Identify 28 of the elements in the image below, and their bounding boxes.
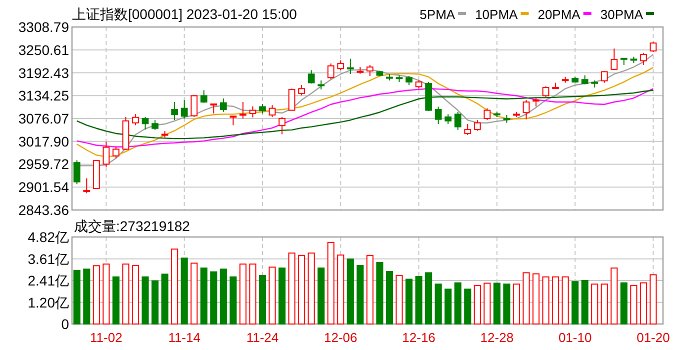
chart-title: 成交量:273219182 [74, 218, 190, 234]
x-tick-label: 11-02 [90, 330, 122, 345]
x-tick-label: 12-28 [480, 330, 514, 345]
y-tick-label: 3250.61 [18, 42, 70, 58]
x-tick-label: 01-10 [558, 330, 592, 345]
y-tick-label: 3308.79 [18, 19, 70, 35]
legend-label: 30PMA [600, 7, 644, 22]
y-tick-label: 2843.36 [18, 202, 70, 218]
legend-label: 5PMA [420, 7, 456, 22]
y-tick-label: 0 [61, 316, 70, 332]
x-tick-label: 11-14 [168, 330, 200, 345]
y-tick-label: 3192.43 [18, 64, 70, 81]
y-tick-label: 2959.72 [18, 156, 70, 172]
y-tick-label: 3134.25 [18, 88, 70, 104]
y-tick-label: 1.20亿 [28, 294, 69, 310]
legend-label: 10PMA [475, 7, 518, 22]
y-tick-label: 3076.07 [18, 110, 70, 126]
y-tick-label: 3.61亿 [28, 250, 69, 267]
y-tick-label: 3017.90 [18, 133, 70, 150]
y-tick-label: 4.82亿 [28, 229, 69, 245]
x-tick-label: 12-06 [324, 330, 358, 345]
chart-title: 上证指数[000001] 2023-01-20 15:00 [72, 6, 298, 22]
x-tick-label: 01-20 [636, 330, 670, 345]
y-tick-label: 2.41亿 [28, 272, 69, 288]
x-tick-label: 12-16 [402, 330, 436, 345]
x-tick-label: 11-24 [246, 330, 279, 345]
y-tick-label: 2901.54 [18, 179, 70, 196]
legend-label: 20PMA [538, 7, 581, 22]
